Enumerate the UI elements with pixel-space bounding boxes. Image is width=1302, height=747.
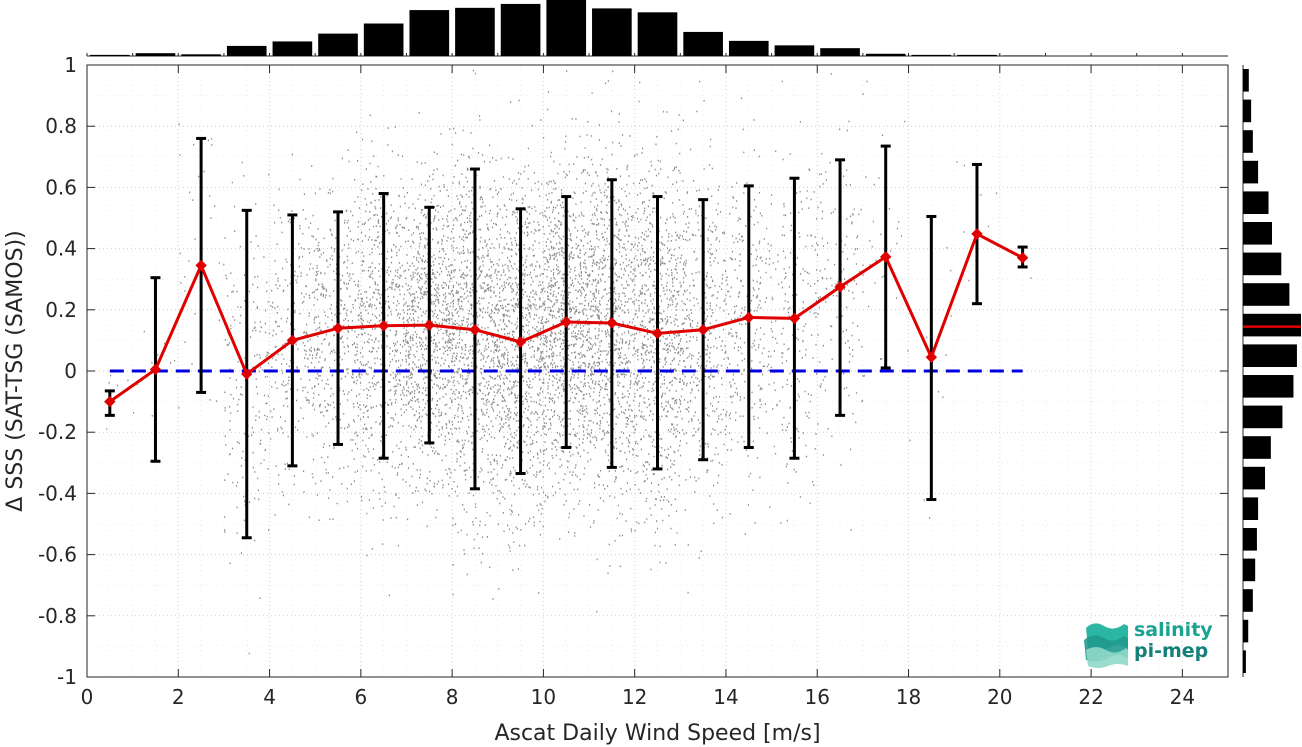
y-tick-label: 0.4 <box>45 237 77 261</box>
y-tick-label: 0.8 <box>45 114 77 138</box>
y-tick-label: -0.8 <box>38 604 77 628</box>
top-histogram <box>86 0 1228 57</box>
mean-point <box>514 336 527 348</box>
top-histogram-bar <box>911 54 952 56</box>
top-histogram-bar <box>683 31 723 56</box>
right-histogram <box>1242 65 1301 677</box>
y-tick-label: 0.6 <box>45 175 77 199</box>
right-histogram-bar <box>1243 222 1272 245</box>
top-histogram-bar <box>272 41 313 56</box>
mean-point <box>971 228 983 240</box>
top-histogram-bar <box>90 54 130 56</box>
x-tick-labels: 0 2 4 6 8 10 12 14 16 18 20 22 24 <box>81 685 1195 709</box>
right-histogram-bar <box>1243 528 1257 551</box>
mean-point <box>286 334 299 347</box>
x-tick-label: 24 <box>1170 685 1195 709</box>
mean-point <box>332 322 344 334</box>
mean-point <box>925 351 938 363</box>
mean-point <box>1016 252 1029 264</box>
top-histogram-bar <box>774 45 815 56</box>
top-histogram-bar <box>546 0 587 56</box>
top-histogram-bar <box>957 54 997 56</box>
top-histogram-bar <box>728 40 769 56</box>
mean-point <box>743 311 755 324</box>
top-histogram-bar <box>455 7 495 56</box>
top-histogram-bar <box>181 54 221 56</box>
x-tick-label: 14 <box>713 685 738 709</box>
top-histogram-bar <box>500 3 541 57</box>
top-histogram-bar <box>318 33 358 56</box>
mean-point <box>651 327 664 340</box>
top-histogram-bar <box>135 53 176 56</box>
y-tick-label: -0.4 <box>38 481 77 505</box>
y-tick-label: 0 <box>64 359 77 383</box>
mean-point <box>104 395 116 408</box>
plot-frame <box>86 64 1229 678</box>
x-tick-label: 22 <box>1078 685 1103 709</box>
mean-point <box>788 312 801 325</box>
x-tick-label: 2 <box>172 685 185 709</box>
mean-point <box>606 317 618 329</box>
mean-point <box>560 316 572 328</box>
y-tick-label: -0.2 <box>38 420 77 444</box>
x-tick-label: 0 <box>81 685 94 709</box>
y-axis-label: Δ SSS (SAT-TSG (SAMOS)) <box>3 230 28 511</box>
x-tick-label: 4 <box>263 685 276 709</box>
right-histogram-bar <box>1243 252 1282 276</box>
y-tick-label: 0.2 <box>45 298 77 322</box>
y-tick-label: 1 <box>64 53 77 77</box>
mean-line <box>104 228 1029 408</box>
right-histogram-bar <box>1243 650 1246 673</box>
logo-text-pimep: pi-mep <box>1134 640 1209 662</box>
right-histogram-bar <box>1243 283 1290 306</box>
right-histogram-bar <box>1243 313 1301 337</box>
right-histogram-bar <box>1243 130 1253 153</box>
logo-text-salinity: salinity <box>1134 619 1213 641</box>
y-tick-labels: 1 0.8 0.6 0.4 0.2 0 -0.2 -0.4 -0.6 -0.8 -1 <box>38 53 77 689</box>
x-tick-label: 6 <box>354 685 367 709</box>
mean-point <box>834 281 846 293</box>
x-tick-label: 8 <box>446 685 459 709</box>
mean-point <box>697 323 709 336</box>
mean-point <box>149 363 162 376</box>
top-histogram-bar <box>226 45 267 56</box>
y-tick-label: -0.6 <box>38 543 77 567</box>
mean-point <box>377 320 390 332</box>
mean-point <box>195 259 207 272</box>
logo-waves-icon <box>1084 623 1128 668</box>
top-histogram-bar <box>865 53 906 56</box>
mean-point <box>469 323 481 336</box>
right-histogram-bar <box>1243 191 1269 214</box>
top-histogram-bar <box>637 12 678 56</box>
right-histogram-bar <box>1243 99 1252 123</box>
right-histogram-bar <box>1243 466 1266 490</box>
mean-point <box>879 251 892 263</box>
x-tick-label: 20 <box>987 685 1012 709</box>
mean-point <box>241 368 253 380</box>
right-histogram-bar <box>1243 160 1259 184</box>
top-histogram-bar <box>1002 55 1043 56</box>
top-histogram-bar <box>363 23 404 56</box>
x-tick-label: 10 <box>531 685 556 709</box>
right-histogram-bar <box>1243 436 1271 459</box>
x-tick-label: 18 <box>896 685 921 709</box>
right-histogram-bar <box>1243 589 1253 612</box>
right-histogram-bar <box>1243 375 1294 398</box>
x-tick-label: 12 <box>622 685 647 709</box>
right-histogram-bar <box>1243 405 1283 429</box>
salinity-pimep-logo: salinity pi-mep <box>1084 618 1214 668</box>
top-histogram-bar <box>592 8 632 56</box>
y-tick-label: -1 <box>57 665 77 689</box>
mean-point <box>423 319 436 331</box>
top-histogram-bar <box>820 48 860 56</box>
top-histogram-bar <box>409 10 450 56</box>
x-axis-label: Ascat Daily Wind Speed [m/s] <box>494 721 820 746</box>
right-histogram-bar <box>1243 344 1297 367</box>
x-tick-label: 16 <box>805 685 830 709</box>
right-histogram-bar <box>1243 497 1259 520</box>
right-histogram-bar <box>1243 619 1249 643</box>
right-histogram-bar <box>1243 69 1249 92</box>
right-histogram-bar <box>1243 558 1256 582</box>
